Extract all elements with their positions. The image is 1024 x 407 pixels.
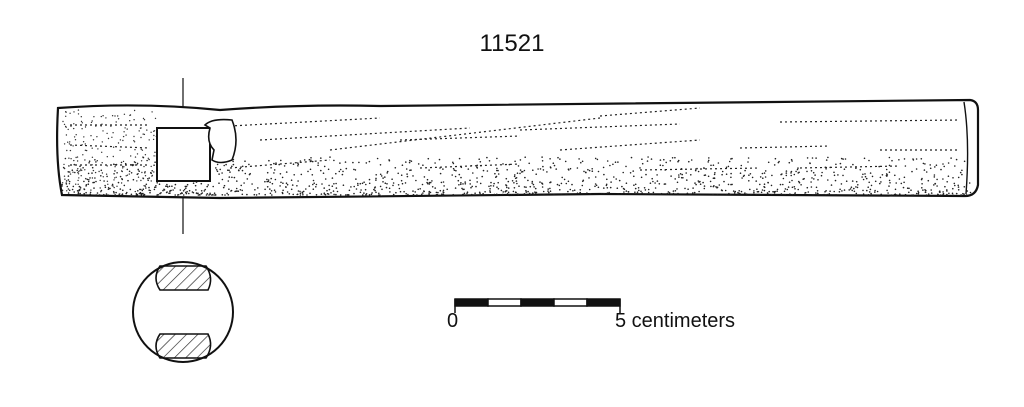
catalog-number: 11521 — [479, 30, 545, 57]
socket-hole — [156, 127, 211, 182]
scale-end-label: 5 centimeters — [615, 310, 736, 332]
cross-section — [132, 261, 234, 363]
scale-start-label: 0 — [447, 310, 459, 332]
scale-segment — [487, 298, 522, 307]
wooden-handle — [56, 98, 980, 200]
scale-bar — [454, 298, 621, 313]
scale-segment — [553, 298, 588, 307]
scale-segment — [520, 298, 555, 307]
socket-break — [203, 118, 237, 164]
section-lower-wall — [155, 333, 212, 359]
scale-segment — [586, 298, 621, 307]
section-upper-wall — [155, 265, 212, 291]
scale-segment — [454, 298, 489, 307]
